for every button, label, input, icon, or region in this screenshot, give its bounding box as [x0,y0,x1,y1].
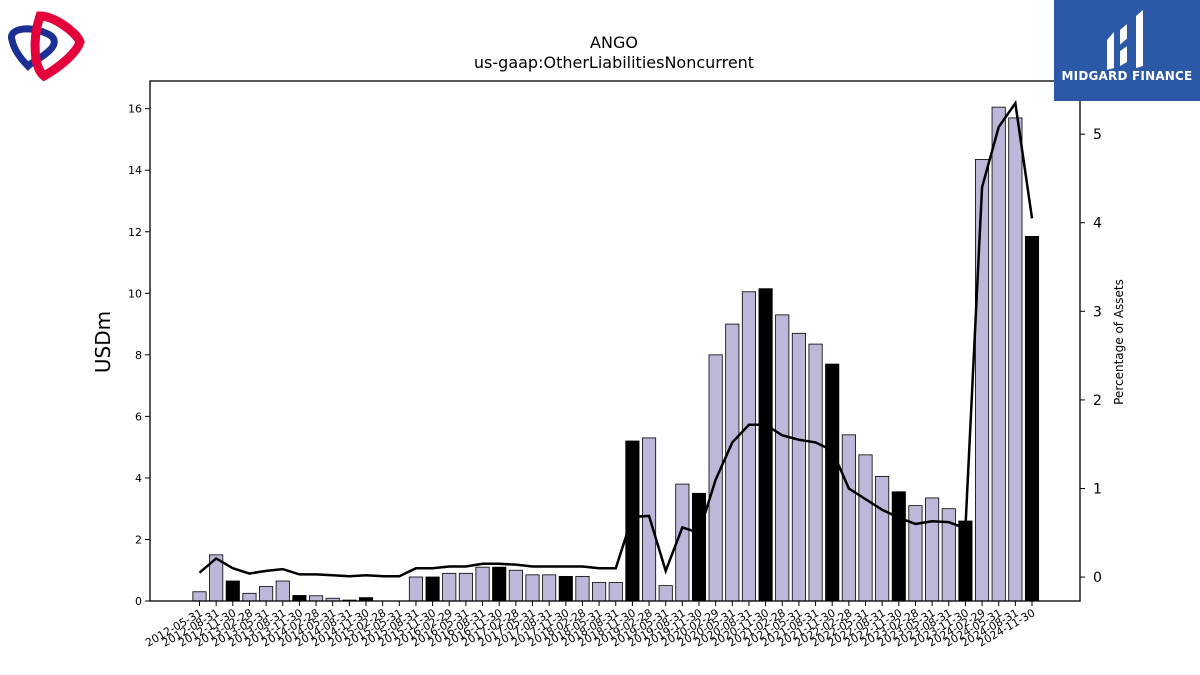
bar [542,574,557,602]
bar [525,574,540,602]
brand-name: MIDGARD FINANCE [1061,69,1193,83]
bar [625,440,640,602]
bar [408,576,423,602]
bar [242,592,257,602]
series-line [198,99,1034,578]
y2-tick-label: 1 [1093,481,1102,497]
bar [991,106,1006,602]
y-tick-label: 10 [128,287,142,300]
bar [858,454,873,602]
bar [425,576,440,602]
brand-badge: MIDGARD FINANCE [1054,0,1200,101]
y2-tick-label: 5 [1093,127,1102,143]
bar [192,591,207,602]
bar [875,475,890,602]
bar [575,575,590,602]
bar [691,492,707,602]
y-tick-label: 12 [128,226,142,239]
y-tick-label: 2 [135,533,142,546]
bar [225,580,240,602]
brand-logo-icon [8,11,85,82]
bar [1008,117,1023,602]
chart-subtitle: us-gaap:OtherLiabilitiesNoncurrent [474,53,754,72]
y-tick-label: 16 [128,103,142,116]
y-tick-label: 14 [128,164,142,177]
bar [558,575,573,602]
bar [825,363,840,602]
bar [508,569,523,602]
y-tick-label: 0 [135,595,142,608]
y-axis-label: USDm [91,311,115,373]
bar [442,572,457,602]
bar [608,582,623,602]
bar [292,595,307,602]
bar [758,288,773,602]
bar [841,434,856,602]
y-tick-label: 4 [135,472,142,485]
bar [808,343,823,602]
plot-frame [149,80,1081,602]
bar [259,586,274,602]
bar [958,520,973,602]
bar [791,332,806,602]
bar [458,572,473,602]
bar [492,566,507,602]
bar [775,314,790,602]
y-tick-label: 8 [135,349,142,362]
bar [308,595,324,602]
midgard-logo-icon [1107,10,1143,70]
bar [658,585,673,602]
bar [475,566,490,602]
y2-tick-label: 0 [1093,570,1102,586]
bar [275,580,290,602]
plot-area: 02468101214160123452012-05-312012-08-312… [128,80,1102,650]
y2-axis-label: Percentage of Assets [1112,279,1126,405]
bar [1024,235,1040,602]
chart-title: ANGO [590,33,638,52]
bar [975,159,990,602]
bar [908,505,923,602]
bar [891,491,906,602]
bar [592,582,607,602]
bar [741,291,756,602]
y2-tick-label: 4 [1093,216,1102,232]
y2-tick-label: 2 [1093,393,1102,409]
y-tick-label: 6 [135,410,142,423]
bar [725,323,740,602]
bar [925,497,940,602]
y2-tick-label: 3 [1093,304,1102,320]
